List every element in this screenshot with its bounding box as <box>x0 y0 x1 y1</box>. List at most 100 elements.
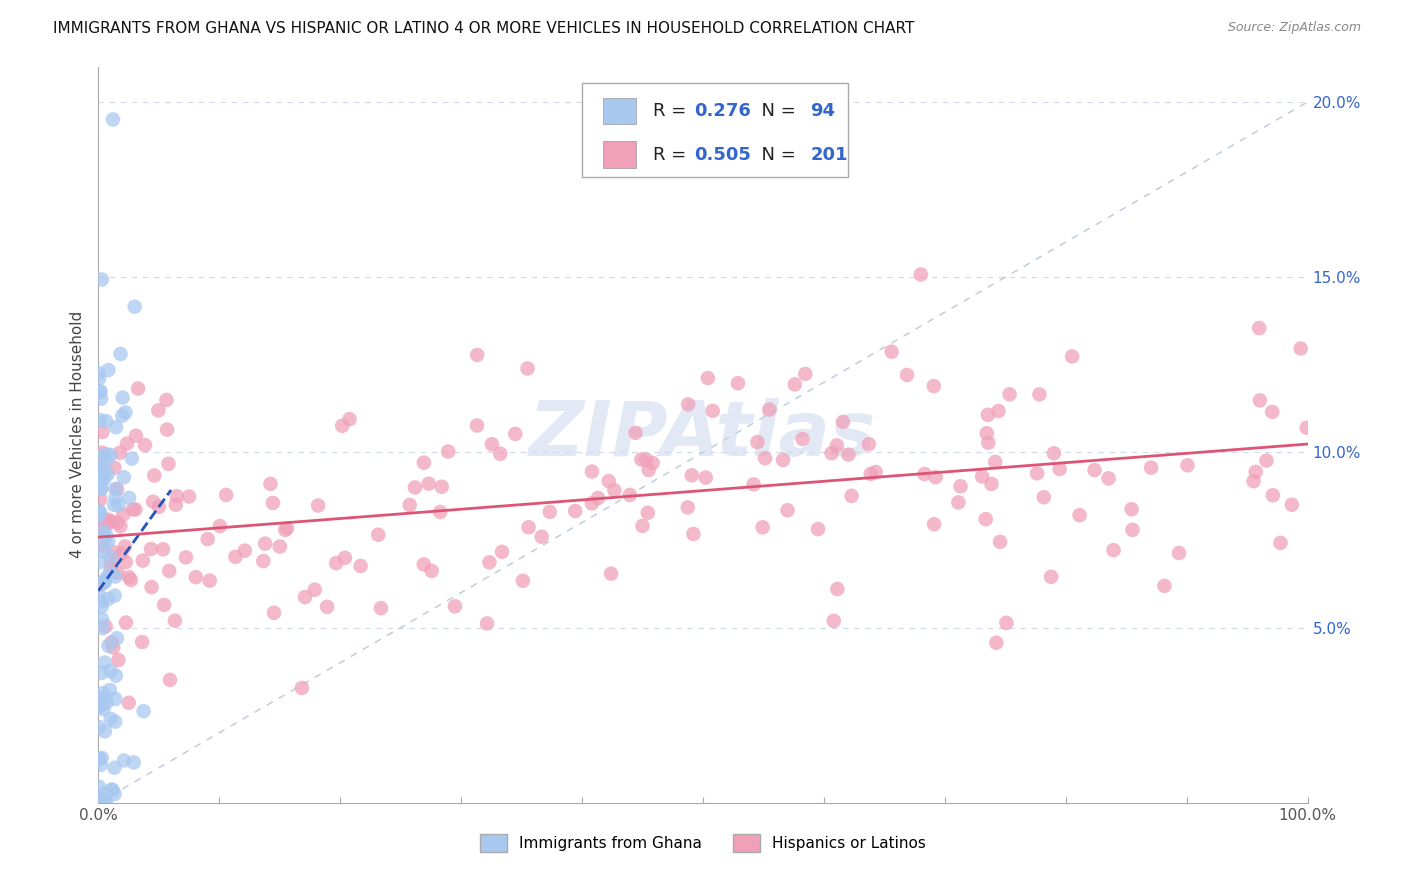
Point <box>517 520 540 534</box>
Point <box>105 482 128 496</box>
Point <box>489 447 512 461</box>
Point <box>1032 490 1054 504</box>
Point <box>1270 536 1292 550</box>
Point <box>124 502 146 516</box>
Point <box>91 425 114 439</box>
Text: R =: R = <box>654 145 692 163</box>
Point <box>94 796 117 810</box>
Point <box>93 524 115 539</box>
Point <box>177 490 200 504</box>
Text: ZIPAtlas: ZIPAtlas <box>529 398 877 472</box>
Point <box>89 699 111 714</box>
Point <box>96 453 118 467</box>
Point <box>121 451 143 466</box>
Point <box>370 601 392 615</box>
Point <box>747 435 769 450</box>
Point <box>98 566 121 580</box>
Point <box>465 418 488 433</box>
Point <box>1249 321 1271 335</box>
Point <box>100 560 122 574</box>
Point <box>269 540 291 554</box>
Point <box>104 569 127 583</box>
Point <box>93 574 115 589</box>
Point <box>91 540 114 554</box>
Point <box>142 494 165 508</box>
Point <box>91 612 114 626</box>
Point <box>90 450 112 464</box>
Point <box>980 477 1002 491</box>
Point <box>134 438 156 452</box>
Point <box>637 463 659 477</box>
Point <box>91 702 114 716</box>
Point <box>98 683 121 698</box>
Point <box>118 696 141 710</box>
Point <box>988 534 1011 549</box>
Text: N =: N = <box>751 145 801 163</box>
Point <box>157 564 180 578</box>
Point <box>112 754 135 768</box>
Point <box>1097 471 1119 485</box>
Point <box>97 516 120 531</box>
Point <box>166 489 188 503</box>
Point <box>998 387 1021 401</box>
Point <box>437 444 460 458</box>
Point <box>152 542 174 557</box>
Point <box>977 408 1000 422</box>
Point <box>1256 453 1278 467</box>
Point <box>696 371 718 385</box>
Point <box>89 793 111 807</box>
Text: IMMIGRANTS FROM GHANA VS HISPANIC OR LATINO 4 OR MORE VEHICLES IN HOUSEHOLD CORR: IMMIGRANTS FROM GHANA VS HISPANIC OR LAT… <box>53 21 915 36</box>
Point <box>742 477 765 491</box>
Point <box>914 467 936 481</box>
Point <box>111 409 134 423</box>
Point <box>118 570 141 584</box>
Point <box>794 367 817 381</box>
Point <box>259 476 281 491</box>
Point <box>89 752 111 766</box>
Point <box>120 573 142 587</box>
Point <box>465 348 488 362</box>
Point <box>90 481 112 495</box>
Text: 0.276: 0.276 <box>695 102 751 120</box>
Point <box>986 636 1008 650</box>
Text: N =: N = <box>751 102 801 120</box>
Point <box>114 555 136 569</box>
Point <box>1289 342 1312 356</box>
Text: Source: ZipAtlas.com: Source: ZipAtlas.com <box>1227 21 1361 34</box>
Point <box>131 635 153 649</box>
Point <box>153 598 176 612</box>
Point <box>112 508 135 522</box>
Point <box>984 455 1007 469</box>
Point <box>157 457 180 471</box>
Point <box>93 575 115 590</box>
Point <box>603 483 626 498</box>
Point <box>262 496 284 510</box>
Point <box>807 522 830 536</box>
Point <box>101 112 124 127</box>
Point <box>827 582 849 596</box>
Point <box>974 512 997 526</box>
Point <box>820 446 842 460</box>
Point <box>1295 421 1317 435</box>
Point <box>858 437 880 451</box>
Point <box>727 376 749 391</box>
Point <box>832 415 855 429</box>
Point <box>89 413 111 427</box>
Point <box>90 594 112 608</box>
Point <box>103 545 125 559</box>
Point <box>586 491 609 505</box>
Point <box>114 540 136 554</box>
Point <box>90 599 112 614</box>
Point <box>491 545 513 559</box>
Point <box>115 615 138 630</box>
Point <box>598 474 620 488</box>
Point <box>89 504 111 518</box>
Point <box>641 456 664 470</box>
Point <box>1249 393 1271 408</box>
Point <box>94 793 117 807</box>
Point <box>837 448 859 462</box>
Point <box>1261 488 1284 502</box>
Point <box>530 530 553 544</box>
Point <box>94 786 117 800</box>
Point <box>103 460 125 475</box>
